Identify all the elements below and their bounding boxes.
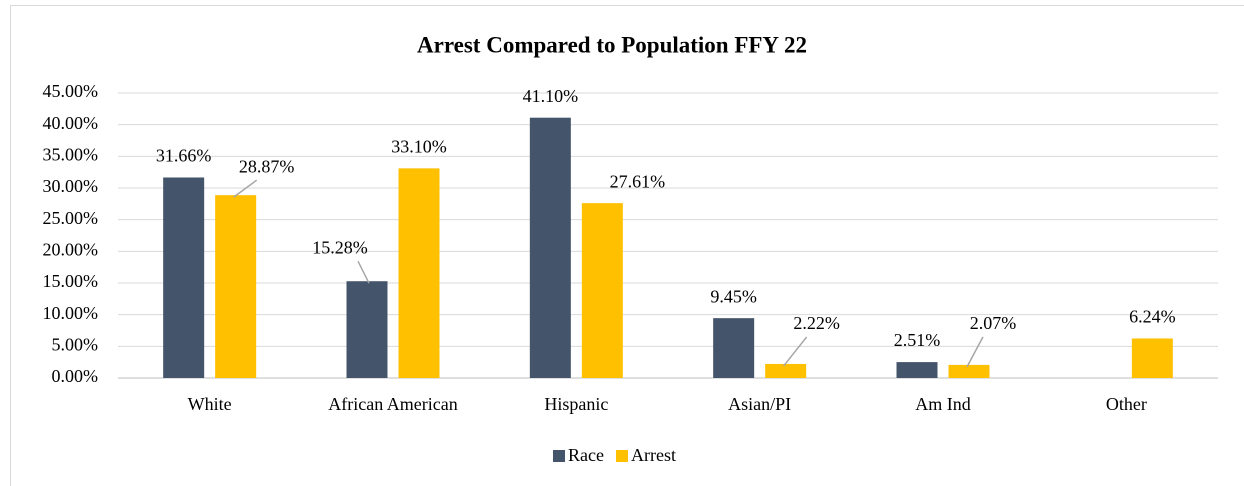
data-label: 2.51% <box>894 330 941 350</box>
data-label: 2.22% <box>793 313 840 333</box>
leader-line <box>783 336 808 367</box>
y-tick-label: 30.00% <box>43 176 99 196</box>
leader-line <box>233 179 258 198</box>
x-tick-label: Other <box>1106 394 1147 414</box>
y-tick-label: 10.00% <box>43 303 99 323</box>
data-label: 9.45% <box>710 286 757 306</box>
bar <box>896 362 938 378</box>
data-label: 33.10% <box>391 136 447 156</box>
bar <box>581 203 623 378</box>
bar <box>346 281 388 378</box>
legend-label: Race <box>568 445 604 465</box>
bar <box>948 364 990 378</box>
y-tick-label: 45.00% <box>43 81 99 101</box>
y-tick-label: 40.00% <box>43 113 99 133</box>
data-label: 41.10% <box>523 86 579 106</box>
legend-swatch <box>553 450 565 462</box>
data-label: 15.28% <box>312 237 368 257</box>
x-tick-label: Hispanic <box>544 394 608 414</box>
data-label: 6.24% <box>1129 307 1176 327</box>
bar <box>163 177 205 378</box>
data-label: 27.61% <box>610 171 666 191</box>
bar <box>529 117 571 378</box>
y-tick-label: 5.00% <box>52 334 99 354</box>
y-tick-label: 35.00% <box>43 144 99 164</box>
leader-line <box>966 336 984 368</box>
chart-title: Arrest Compared to Population FFY 22 <box>417 32 807 57</box>
bar <box>398 168 440 378</box>
x-tick-label: African American <box>328 394 457 414</box>
y-tick-label: 15.00% <box>43 271 99 291</box>
data-label: 28.87% <box>239 156 295 176</box>
x-tick-label: Am Ind <box>915 394 971 414</box>
leader-line <box>357 260 370 284</box>
x-tick-label: White <box>188 394 232 414</box>
x-tick-label: Asian/PI <box>728 394 791 414</box>
bar <box>215 195 257 378</box>
legend-swatch <box>615 450 628 462</box>
y-tick-label: 25.00% <box>43 208 99 228</box>
data-label: 2.07% <box>970 313 1017 333</box>
bar <box>713 318 755 378</box>
legend-label: Arrest <box>631 445 676 465</box>
data-label: 31.66% <box>156 146 212 166</box>
bar <box>765 363 807 378</box>
bar <box>1131 338 1173 378</box>
y-tick-label: 20.00% <box>43 239 99 259</box>
y-tick-label: 0.00% <box>52 366 99 386</box>
